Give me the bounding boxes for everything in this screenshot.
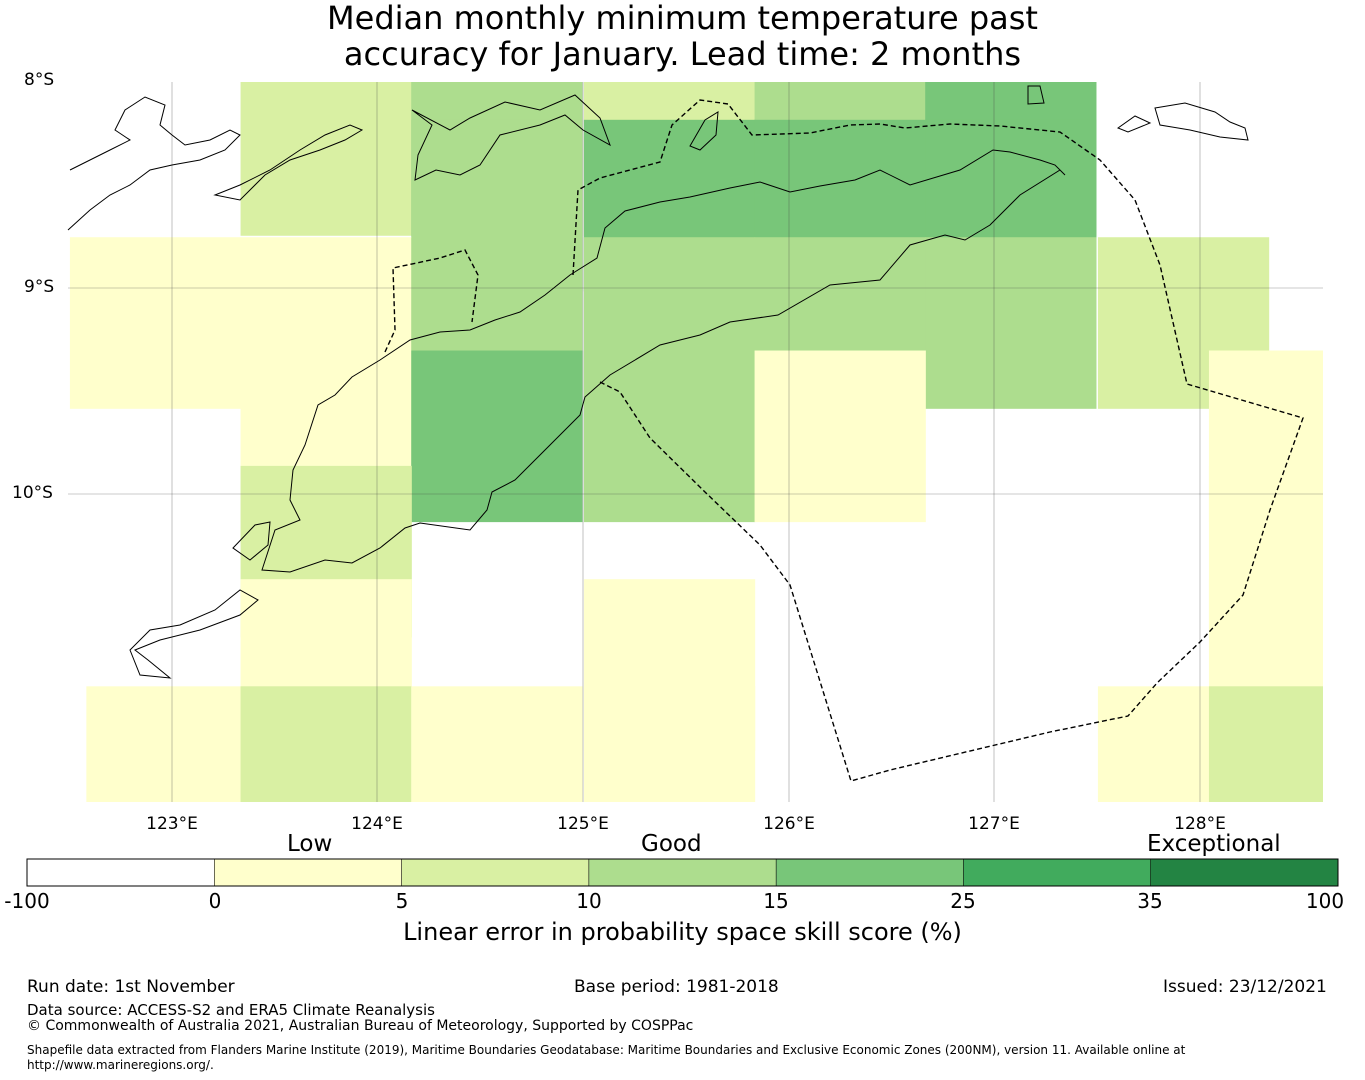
eez-oecusse: [384, 249, 479, 353]
coastline-atauro: [689, 111, 719, 151]
coastline-flores: [67, 96, 241, 231]
category-low: Low: [287, 831, 333, 857]
colorbar-tick: 100: [1305, 889, 1345, 913]
colorbar: [26, 858, 1339, 887]
skill-cell: [583, 350, 756, 523]
colorbar-segment: [776, 859, 964, 886]
colorbar-label: Linear error in probability space skill …: [403, 918, 962, 946]
coastlines: [67, 85, 1249, 679]
lon-label-125e: 125°E: [557, 814, 609, 834]
colorbar-segment: [401, 859, 589, 886]
copyright: © Commonwealth of Australia 2021, Austra…: [27, 1018, 694, 1034]
skill-cell: [925, 237, 1097, 409]
coastline-sumba-rote: [129, 521, 271, 679]
skill-cell: [754, 350, 926, 523]
maritime-boundary: [384, 99, 1304, 782]
colorbar-segment: [963, 859, 1151, 886]
colorbar-tick: 35: [1137, 889, 1163, 913]
category-good: Good: [641, 831, 702, 857]
skill-cell: [1208, 686, 1323, 802]
colorbar-tick: 5: [395, 889, 409, 913]
coastline-timor: [261, 149, 1066, 573]
lat-label-10s: 10°S: [12, 483, 53, 503]
coastline-wetar: [411, 94, 611, 181]
skill-cell: [240, 82, 412, 236]
skill-cell: [583, 686, 756, 802]
lon-label-123e: 123°E: [146, 814, 198, 834]
colorbar-border: [26, 858, 1339, 887]
lon-label-124e: 124°E: [351, 814, 403, 834]
graticule: [68, 82, 1323, 802]
coastline-kisar: [1027, 85, 1045, 105]
lon-label-128e: 128°E: [1174, 814, 1226, 834]
eez-timor-leste: [572, 99, 1304, 782]
colorbar-tick: 25: [950, 889, 976, 913]
colorbar-tick: 0: [208, 889, 222, 913]
colorbar-segment: [214, 859, 402, 886]
colorbar-tick: -100: [4, 889, 50, 913]
issued-date: Issued: 23/12/2021: [1163, 977, 1327, 997]
skill-cell: [240, 686, 412, 802]
lat-label-8s: 8°S: [24, 70, 55, 90]
colorbar-segment: [1150, 859, 1338, 886]
coastline-leti: [1116, 102, 1249, 141]
colorbar-segment: [27, 859, 215, 886]
colorbar-tick: 15: [763, 889, 789, 913]
data-source: Data source: ACCESS-S2 and ERA5 Climate …: [27, 1001, 435, 1019]
skill-cell: [411, 686, 583, 802]
map-title-line-2: accuracy for January. Lead time: 2 month…: [343, 35, 1022, 73]
category-exceptional: Exceptional: [1147, 831, 1281, 857]
base-period: Base period: 1981-2018: [574, 977, 779, 997]
skill-cell: [69, 237, 242, 409]
map-title-line-1: Median monthly minimum temperature past: [327, 0, 1038, 37]
lon-label-127e: 127°E: [968, 814, 1020, 834]
colorbar-segment: [588, 859, 777, 886]
lon-label-126e: 126°E: [763, 814, 815, 834]
skill-grid: [69, 82, 1323, 802]
shapefile-credit: Shapefile data extracted from Flanders M…: [27, 1043, 1186, 1072]
lat-label-9s: 9°S: [24, 277, 55, 297]
colorbar-tick: 10: [576, 889, 602, 913]
skill-cell: [411, 350, 583, 523]
run-date: Run date: 1st November: [27, 977, 235, 997]
coastline-alor: [213, 124, 364, 201]
